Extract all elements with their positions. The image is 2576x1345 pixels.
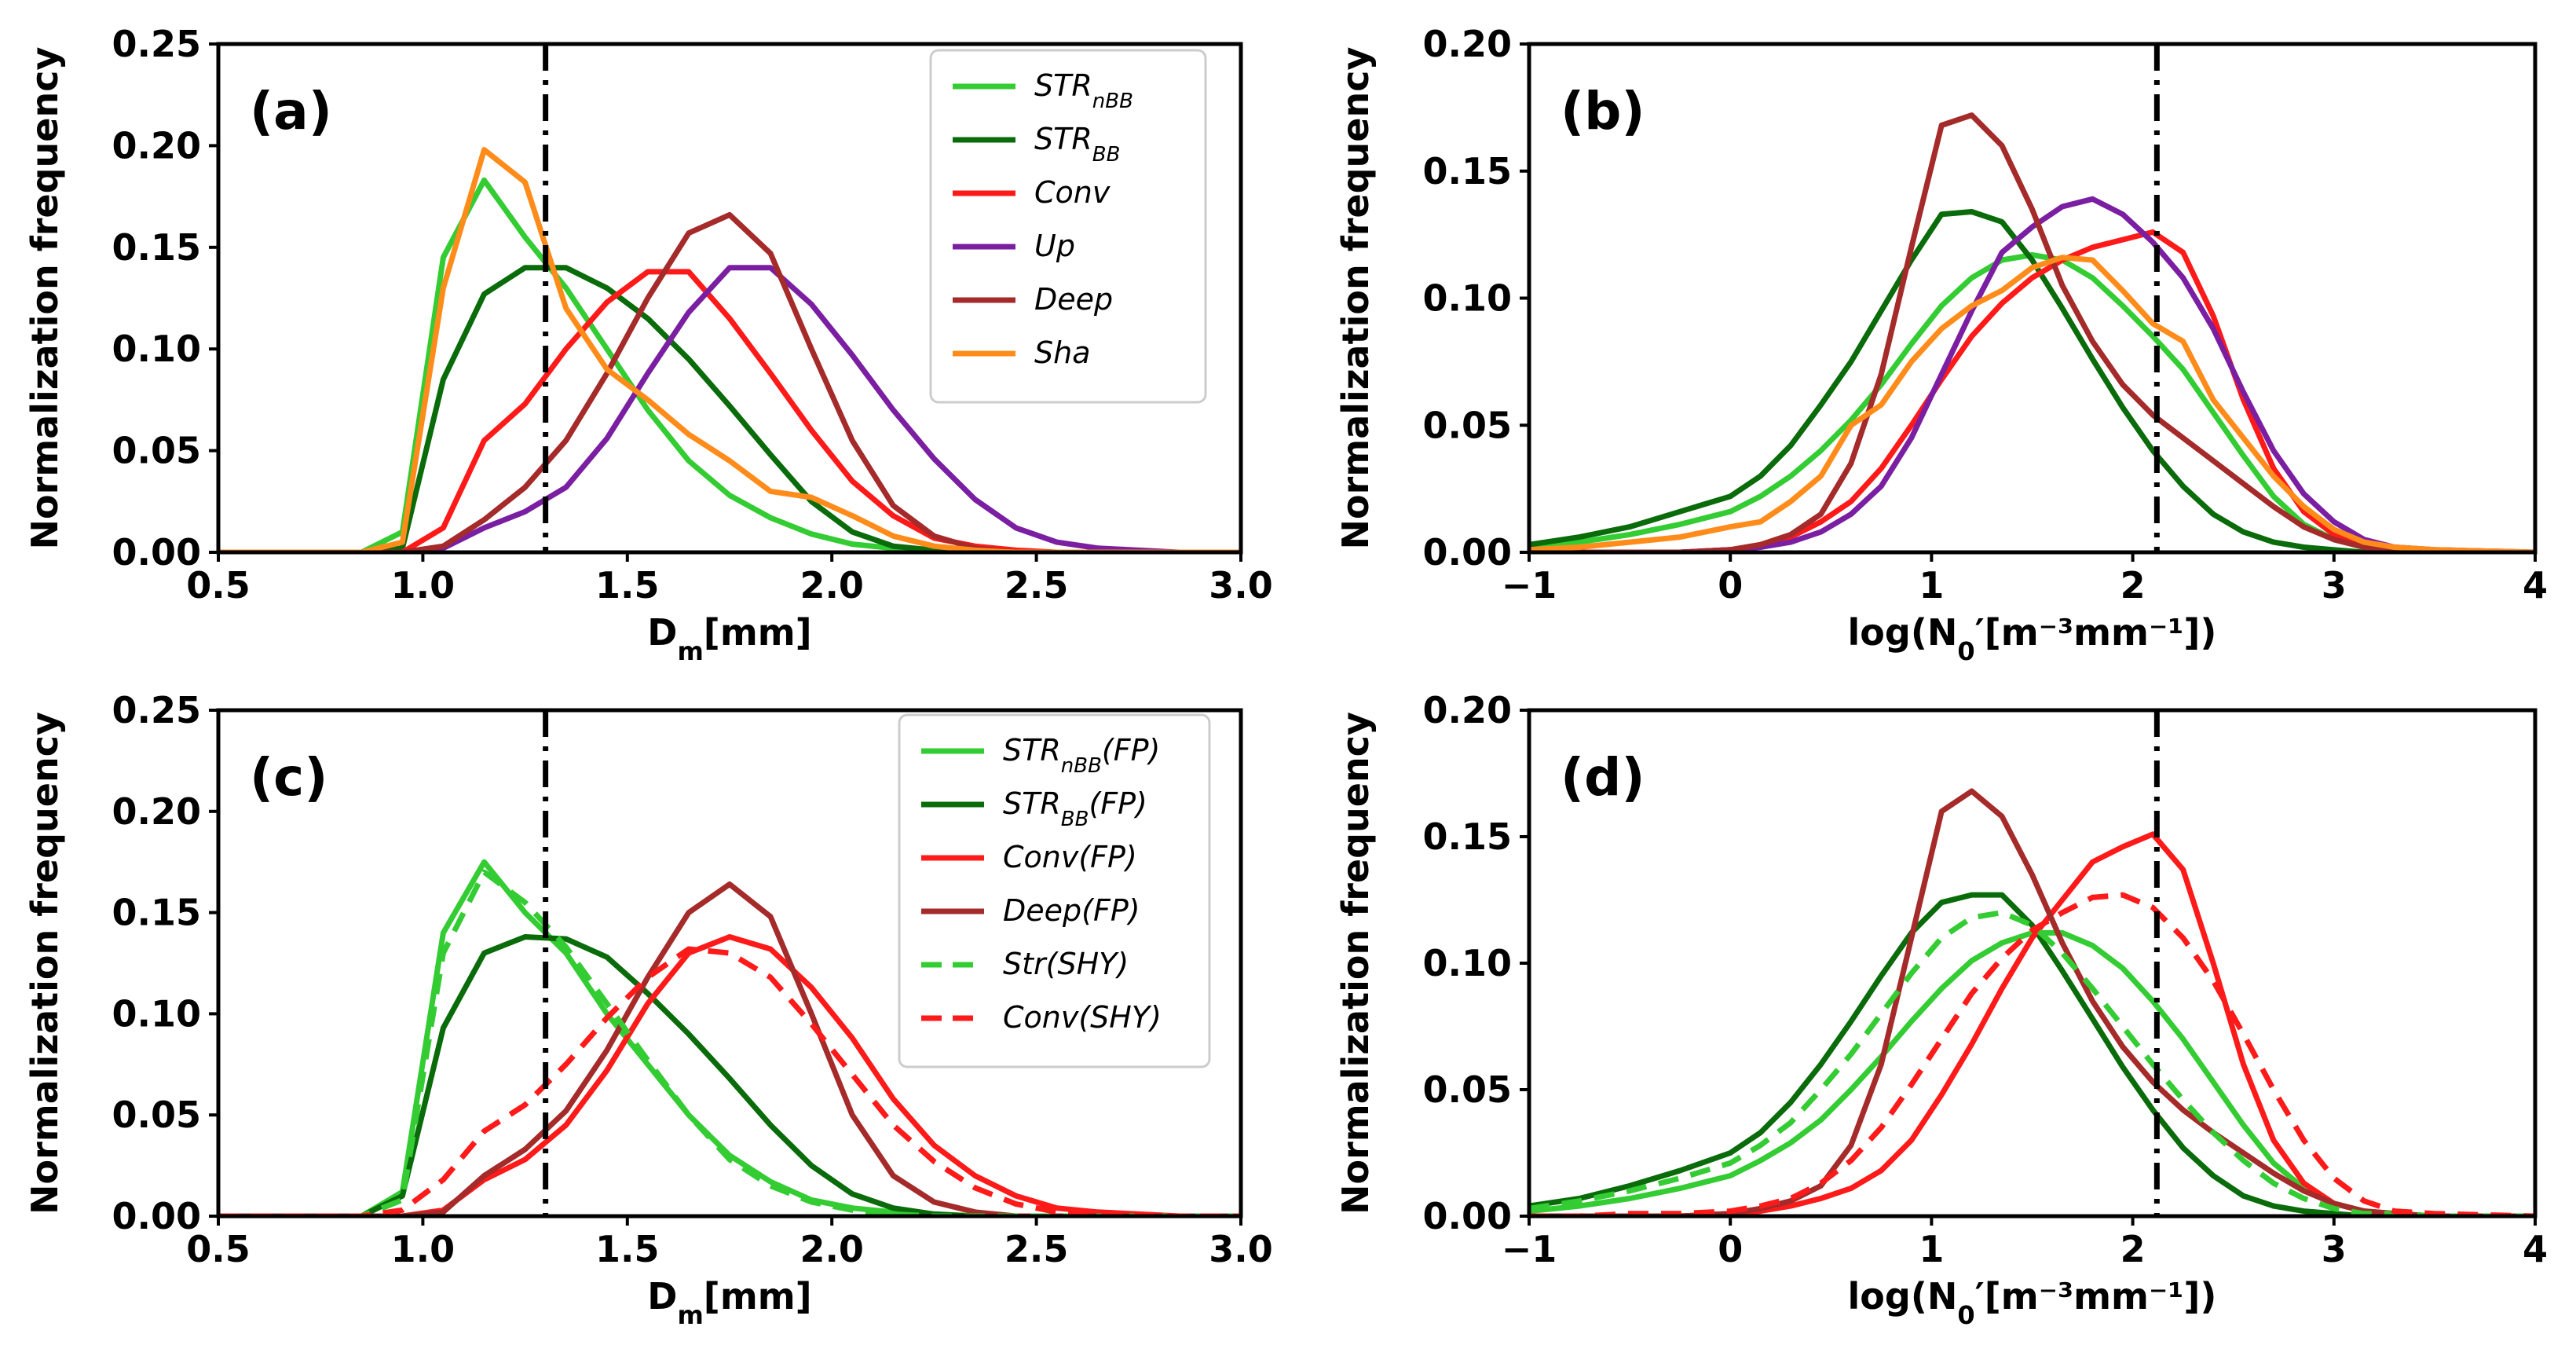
panel-a: 0.5 1.0 1.5 2.0 2.5 3.0 0.00 0.05 0.10 0.15 0.20 0.…: [24, 23, 1273, 666]
x-tick-label: 2.0: [800, 564, 864, 607]
series-line-sha: [1529, 258, 2535, 552]
y-axis-label: Normalization frequency: [1334, 712, 1377, 1215]
x-axis-label: log(N0′[m⁻³mm⁻¹]): [1848, 1275, 2217, 1330]
y-tick-label: 0.00: [112, 531, 202, 574]
y-tick-label: 0.00: [112, 1195, 202, 1237]
series-group: [1529, 791, 2535, 1216]
y-tick-label: 0.20: [1423, 23, 1513, 65]
legend-entry: Str(SHY): [1003, 947, 1129, 981]
legend-entry: Up: [1034, 229, 1075, 263]
x-tick-label: 0: [1718, 1228, 1743, 1270]
panel-label: (c): [250, 747, 327, 808]
y-tick-label: 0.05: [1423, 1068, 1513, 1111]
panel-label: (d): [1561, 747, 1645, 808]
y-tick-label: 0.00: [1423, 1195, 1513, 1237]
x-tick-label: 1: [1919, 564, 1944, 607]
series-line-up: [1529, 199, 2535, 552]
y-axis-label: Normalization frequency: [1334, 46, 1377, 549]
x-tick-label: 1.0: [391, 564, 456, 607]
y-tick-label: 0.10: [112, 328, 202, 370]
series-line-conv: [1529, 834, 2535, 1216]
x-tick-label: 4: [2523, 1228, 2548, 1270]
x-tick-label: 3: [2322, 564, 2347, 607]
x-tick-label: 1.5: [595, 564, 660, 607]
y-tick-label: 0.20: [112, 790, 202, 833]
series-line-strnbb: [1529, 933, 2535, 1216]
x-axis-label: Dm[mm]: [647, 611, 811, 666]
y-tick-label: 0.20: [1423, 689, 1513, 731]
panel-label: (b): [1561, 81, 1645, 141]
figure: 0.5 1.0 1.5 2.0 2.5 3.00.000.050.100.150.200.…: [0, 0, 2576, 1345]
y-tick-label: 0.15: [112, 226, 202, 269]
y-tick-label: 0.10: [112, 992, 202, 1035]
legend-entry: Deep(FP): [1003, 893, 1140, 928]
legend-entry: Sha: [1034, 335, 1091, 370]
y-tick-label: 0.10: [1423, 942, 1513, 984]
x-tick-label: 0: [1718, 564, 1743, 607]
series-line-strnbb: [1529, 255, 2535, 553]
y-tick-label: 0.15: [1423, 150, 1513, 192]
x-tick-label: 1.0: [391, 1228, 456, 1270]
x-tick-label: 2.0: [800, 1228, 864, 1270]
legend-entry: Deep: [1034, 282, 1113, 317]
panel-b: −1 0 1 2 3 4 0.00 0.05 0.10 0.15 0.20 Normalization…: [1334, 23, 2548, 666]
x-tick-label: 2: [2120, 1228, 2146, 1270]
legend: STRnBBSTRBBConvUpDeepSha: [931, 50, 1206, 402]
x-tick-label: 1.5: [595, 1228, 660, 1270]
y-tick-label: 0.10: [1423, 277, 1513, 320]
axes-frame: [1529, 710, 2535, 1216]
legend-entry: Conv(SHY): [1003, 1000, 1162, 1035]
y-tick-label: 0.20: [112, 124, 202, 167]
y-axis-label: Normalization frequency: [24, 712, 66, 1215]
series-group: [1529, 115, 2535, 552]
y-tick-label: 0.00: [1423, 531, 1513, 574]
x-tick-label: 4: [2523, 564, 2548, 607]
series-line-deep: [1529, 791, 2535, 1216]
x-tick-label: 3.0: [1209, 564, 1273, 607]
panel-c: 0.5 1.0 1.5 2.0 2.5 3.0 0.00 0.05 0.10 0.15 0.20 0.…: [24, 689, 1273, 1330]
y-tick-label: 0.05: [112, 1094, 202, 1136]
x-axis-label: Dm[mm]: [647, 1275, 811, 1330]
x-tick-label: 3.0: [1209, 1228, 1273, 1270]
y-tick-label: 0.15: [112, 892, 202, 934]
series-line-conv: [1529, 232, 2535, 552]
x-tick-label: 3: [2322, 1228, 2347, 1270]
x-axis-label: log(N0′[m⁻³mm⁻¹]): [1848, 611, 2217, 666]
series-line-strbb: [1529, 212, 2535, 553]
series-line-deep: [1529, 115, 2535, 552]
x-tick-label: 2: [2120, 564, 2146, 607]
y-tick-label: 0.05: [112, 430, 202, 472]
legend-entry: Conv(FP): [1003, 840, 1137, 874]
x-tick-label: 2.5: [1004, 564, 1069, 607]
y-tick-label: 0.25: [112, 23, 202, 65]
y-tick-label: 0.25: [112, 689, 202, 731]
y-tick-label: 0.05: [1423, 404, 1513, 446]
panel-label: (a): [250, 81, 332, 141]
legend: STRnBB(FP) STRBB(FP) Conv(FP) Deep(FP) Str(S…: [899, 715, 1209, 1067]
legend-entry: Conv: [1034, 175, 1111, 210]
y-tick-label: 0.15: [1423, 815, 1513, 858]
y-axis-label: Normalization frequency: [24, 46, 66, 549]
x-tick-label: 1: [1919, 1228, 1944, 1270]
axes-frame: [1529, 44, 2535, 552]
panel-d: −1 0 1 2 3 4 0.00 0.05 0.10 0.15 0.20 Normalization…: [1334, 689, 2548, 1330]
x-tick-label: 2.5: [1004, 1228, 1069, 1270]
